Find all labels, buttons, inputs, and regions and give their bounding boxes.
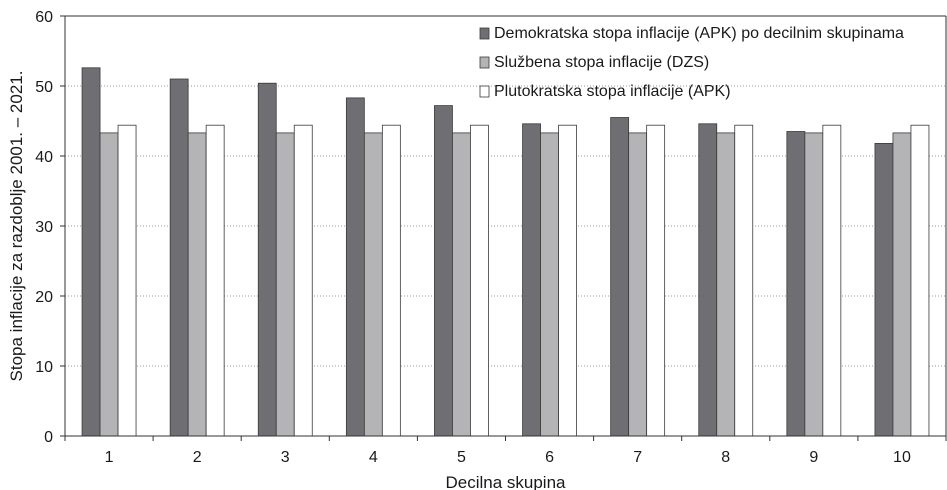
bar-series3-cat2 bbox=[205, 124, 225, 437]
y-tick-label: 10 bbox=[35, 359, 53, 376]
bar-series2-cat7 bbox=[628, 132, 648, 437]
bars bbox=[81, 67, 930, 437]
bar-series2-cat8 bbox=[716, 132, 736, 437]
y-tick-label: 0 bbox=[44, 429, 53, 446]
y-tick-label: 30 bbox=[35, 219, 53, 236]
bar-series1-cat7 bbox=[610, 117, 630, 437]
x-tick-labels: 1 2 3 4 5 6 7 8 9 10 bbox=[105, 449, 911, 466]
x-tick-label: 10 bbox=[893, 449, 911, 466]
bar-series1-cat8 bbox=[698, 123, 718, 437]
bar-series2-cat2 bbox=[187, 132, 207, 437]
y-tick-label: 20 bbox=[35, 289, 53, 306]
legend: Demokratska stopa inflacije (APK) po dec… bbox=[479, 25, 904, 100]
bar-series2-cat1 bbox=[99, 132, 119, 437]
bar-series1-cat5 bbox=[434, 105, 453, 437]
x-axis-title: Decilna skupina bbox=[445, 473, 566, 490]
legend-label: Službena stopa inflacije (DZS) bbox=[494, 54, 709, 71]
x-tick-label: 4 bbox=[369, 449, 378, 466]
bar-series2-cat3 bbox=[275, 132, 295, 437]
x-tick-label: 6 bbox=[545, 449, 554, 466]
bar-series3-cat9 bbox=[822, 124, 842, 437]
x-tick-label: 7 bbox=[633, 449, 642, 466]
bar-series1-cat3 bbox=[257, 82, 277, 437]
y-tick-label: 40 bbox=[35, 149, 53, 166]
bar-series3-cat5 bbox=[470, 124, 489, 437]
axes bbox=[60, 15, 947, 441]
bar-series3-cat10 bbox=[910, 124, 930, 437]
bar-series1-cat2 bbox=[169, 78, 189, 437]
x-tick-label: 5 bbox=[457, 449, 466, 466]
bar-series1-cat4 bbox=[345, 97, 365, 437]
legend-swatch bbox=[479, 85, 490, 98]
y-axis-title: Stopa inflacije za razdoblje 2001. – 202… bbox=[7, 71, 26, 382]
bar-series2-cat9 bbox=[804, 132, 824, 437]
bar-series2-cat5 bbox=[452, 132, 471, 437]
x-tick-label: 9 bbox=[809, 449, 818, 466]
bar-series2-cat6 bbox=[540, 132, 559, 437]
bar-series2-cat4 bbox=[363, 132, 383, 437]
bar-series1-cat6 bbox=[522, 123, 541, 437]
legend-swatch bbox=[479, 27, 490, 40]
x-tick-label: 8 bbox=[721, 449, 730, 466]
x-tick-label: 1 bbox=[105, 449, 114, 466]
bar-series3-cat6 bbox=[558, 124, 577, 437]
y-tick-labels: 0 10 20 30 40 50 60 bbox=[35, 9, 53, 446]
bar-series3-cat7 bbox=[646, 124, 666, 437]
bar-series1-cat10 bbox=[874, 142, 894, 437]
legend-label: Plutokratska stopa inflacije (APK) bbox=[494, 83, 731, 100]
bar-series3-cat4 bbox=[381, 124, 401, 437]
bar-series1-cat9 bbox=[786, 131, 806, 437]
y-tick-label: 50 bbox=[35, 79, 53, 96]
x-tick-label: 2 bbox=[193, 449, 202, 466]
y-tick-label: 60 bbox=[35, 9, 53, 26]
bar-series3-cat1 bbox=[117, 124, 137, 437]
bar-series3-cat8 bbox=[734, 124, 754, 437]
legend-swatch bbox=[479, 56, 490, 69]
x-tick-label: 3 bbox=[281, 449, 290, 466]
legend-label: Demokratska stopa inflacije (APK) po dec… bbox=[494, 25, 904, 42]
bar-series1-cat1 bbox=[81, 67, 101, 437]
bar-series2-cat10 bbox=[892, 132, 912, 437]
bar-series3-cat3 bbox=[293, 124, 313, 437]
